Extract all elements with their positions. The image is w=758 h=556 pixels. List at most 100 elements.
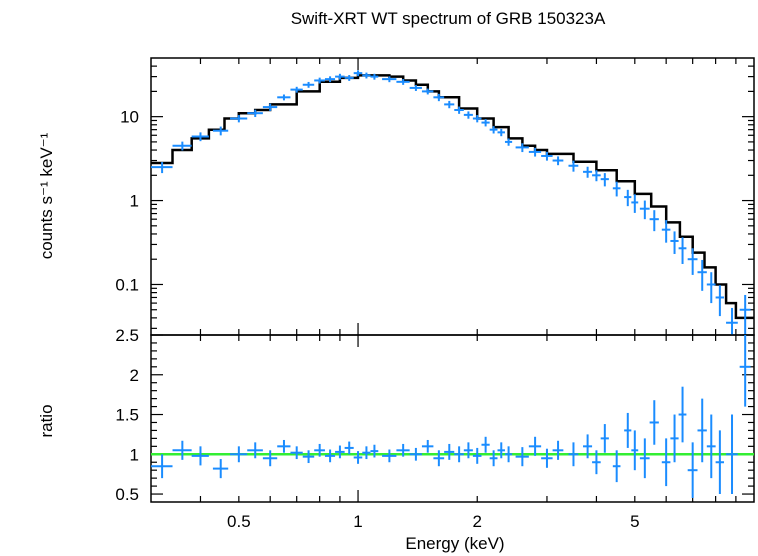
ratio-data-point [697, 398, 707, 463]
spectrum-data-point [583, 166, 593, 178]
spectrum-panel: 0.1 1 10 counts s⁻¹ keV⁻¹ [37, 57, 755, 336]
ratio-data-point [687, 442, 698, 499]
ratio-data-point [247, 442, 263, 459]
ratio-data-point [706, 414, 716, 479]
spectrum-data-point [212, 126, 229, 136]
ratio-data-point [649, 400, 659, 445]
ratio-panel: 0.5 1 1.5 2 2.5 0.5 1 2 5 ratio Energy (keV) [37, 326, 755, 553]
spectrum-data-point [362, 72, 371, 79]
spectrum-data-point [612, 181, 621, 197]
spectrum-data-point [489, 126, 498, 134]
ratio-data-point [592, 450, 601, 475]
ratio-data-point [433, 450, 445, 467]
spectrum-data-point [497, 128, 505, 137]
ratio-data-point [612, 450, 621, 483]
ratio-data-point [396, 443, 410, 457]
spectrum-data-points [151, 70, 751, 335]
spectrum-data-point [515, 143, 529, 153]
ratio-data-point [568, 442, 579, 467]
ratio-data-point [678, 386, 687, 443]
spectrum-data-point [481, 119, 490, 127]
ratio-y-axis-label: ratio [37, 404, 56, 437]
x-tick-label: 0.5 [227, 512, 251, 531]
spectrum-data-point [528, 147, 542, 157]
ratio-y-tick-labels: 0.5 1 1.5 2 2.5 [115, 326, 139, 504]
ratio-data-point [631, 430, 639, 471]
spectrum-data-point [151, 162, 173, 174]
spectrum-data-point [335, 73, 345, 80]
ratio-data-point [230, 446, 248, 463]
ratio-data-point [600, 424, 609, 453]
ratio-data-point [670, 414, 679, 463]
ratio-data-point [370, 444, 379, 458]
ratio-data-point [715, 430, 725, 495]
spectrum-data-point [661, 220, 671, 243]
spectrum-data-point [639, 200, 650, 220]
spectrum-data-point [631, 194, 639, 213]
spectrum-data-point [541, 151, 553, 161]
spectrum-data-point [370, 73, 379, 80]
ratio-data-point [726, 414, 738, 495]
ratio-data-point [151, 454, 173, 479]
spectrum-data-point [739, 294, 751, 335]
ratio-data-point [624, 412, 632, 448]
ratio-data-points [151, 335, 751, 499]
spectrum-data-point [344, 75, 354, 81]
ratio-data-point [444, 443, 455, 460]
spectrum-data-point [353, 70, 363, 77]
y-tick-label: 2.5 [115, 326, 139, 345]
ratio-data-point [661, 438, 671, 487]
spectrum-data-point [454, 106, 464, 114]
spectrum-data-point [472, 115, 482, 123]
y-tick-label: 1 [130, 192, 139, 211]
spectrum-data-point [433, 93, 445, 102]
ratio-data-point [472, 447, 482, 464]
ratio-data-point [583, 434, 593, 459]
ratio-data-point [552, 440, 564, 460]
y-tick-label: 1 [130, 445, 139, 464]
ratio-data-point [481, 436, 490, 453]
spectrum-data-point [277, 94, 291, 101]
spectrum-data-point [670, 231, 679, 254]
ratio-data-point [314, 443, 325, 457]
spectrum-data-point [706, 272, 716, 304]
ratio-data-point [302, 450, 315, 464]
spectrum-data-point [687, 248, 698, 275]
spectrum-data-point [649, 210, 659, 232]
spectrum-data-point [230, 115, 248, 123]
chart-title: Swift-XRT WT spectrum of GRB 150323A [291, 9, 606, 28]
x-tick-labels: 0.5 1 2 5 [227, 512, 640, 531]
y-tick-label: 0.1 [115, 275, 139, 294]
x-axis-label: Energy (keV) [405, 534, 504, 553]
x-tick-label: 1 [353, 512, 362, 531]
ratio-data-point [541, 448, 553, 468]
ratio-data-point [463, 442, 473, 459]
spectrum-data-point [463, 111, 473, 119]
spectrum-data-point [302, 81, 315, 88]
spectrum-data-point [697, 259, 707, 291]
ratio-plot-frame [150, 334, 755, 503]
spectrum-data-point [314, 77, 325, 84]
ratio-data-point [421, 439, 434, 453]
spectrum-data-point [262, 103, 278, 111]
spectrum-data-point [678, 237, 687, 264]
y-tick-label: 0.5 [115, 485, 139, 504]
spectrum-data-point [290, 86, 303, 93]
spectrum-data-point [592, 170, 601, 182]
ratio-data-point [212, 459, 229, 479]
spectrum-data-point [324, 76, 336, 83]
ratio-data-point [504, 446, 513, 463]
spectrum-data-point [382, 76, 397, 83]
spectrum-data-point [568, 160, 579, 172]
spectrum-data-point [600, 173, 609, 187]
spectrum-data-point [715, 285, 725, 317]
spectrum-data-point [552, 156, 564, 166]
spectrum-data-point [247, 109, 263, 118]
ratio-data-point [528, 436, 542, 456]
ratio-data-point [262, 450, 278, 467]
spectrum-data-point [624, 189, 632, 207]
spectrum-data-point [444, 100, 455, 109]
ratio-data-point [344, 441, 354, 455]
ratio-data-point [324, 449, 336, 463]
